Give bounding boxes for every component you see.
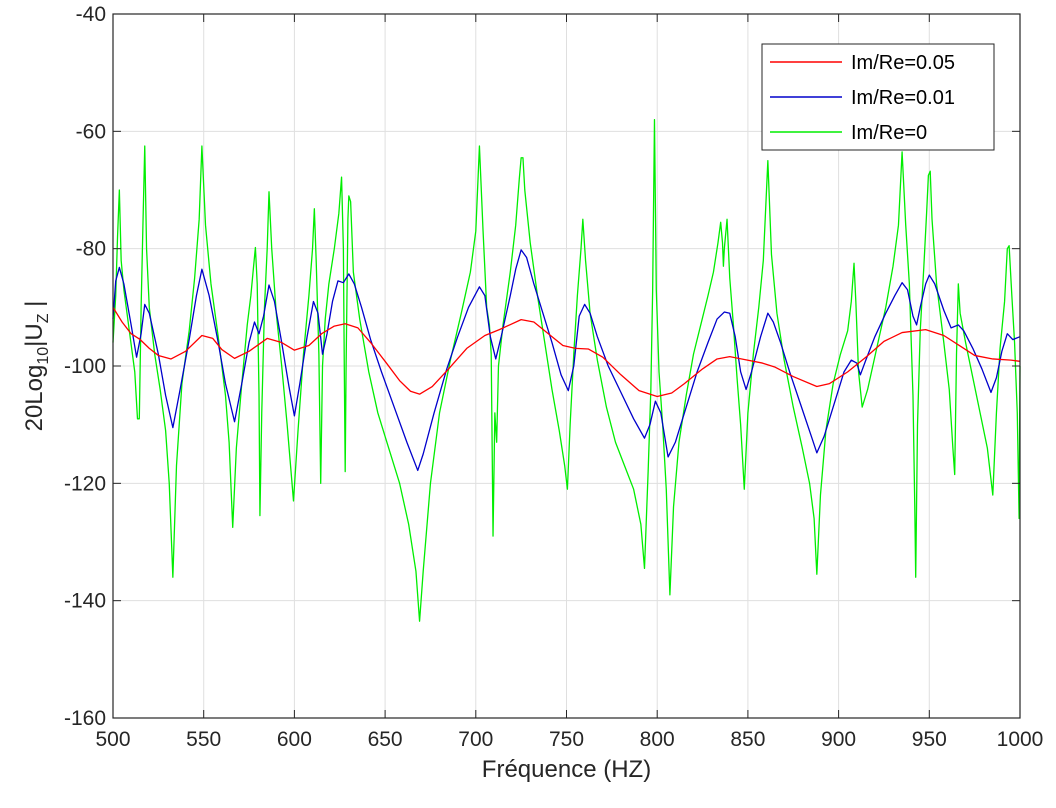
x-tick-label: 500: [95, 728, 130, 751]
axis-ticks: [112, 13, 1021, 719]
x-axis-label: Fréquence (HZ): [482, 756, 651, 783]
y-tick-label: -60: [76, 120, 106, 143]
x-tick-label: 700: [458, 728, 493, 751]
x-tick-label: 600: [277, 728, 312, 751]
x-tick-label: 750: [549, 728, 584, 751]
legend-label-im-re-0: Im/Re=0: [851, 122, 927, 144]
y-tick-label: -120: [64, 472, 106, 495]
y-tick-label: -80: [76, 238, 106, 261]
legend: Im/Re=0.05 Im/Re=0.01 Im/Re=0: [761, 43, 995, 151]
y-tick-label: -100: [64, 355, 106, 378]
x-tick-label: 800: [640, 728, 675, 751]
y-tick-label: -40: [76, 3, 106, 26]
y-tick-label: -160: [64, 707, 106, 730]
y-label-mid: |U: [21, 323, 48, 347]
x-tick-label: 950: [912, 728, 947, 751]
series-line-im-re-0-05: [112, 306, 1021, 398]
y-label-sub1: 10: [35, 347, 52, 365]
x-tick-label: 650: [368, 728, 403, 751]
x-tick-label: 1000: [997, 728, 1044, 751]
x-tick-label: 550: [186, 728, 221, 751]
legend-label-im-re-0-01: Im/Re=0.01: [851, 87, 955, 109]
y-tick-label: -140: [64, 590, 106, 613]
series-line-im-re-0-01: [112, 249, 1021, 472]
y-label-prefix: 20Log: [21, 365, 48, 432]
tick-labels: 500 550 600 650 700 750 800 850 900 950 1000 -40 -60…: [64, 3, 1043, 751]
y-label-sub2: Z: [35, 313, 52, 323]
y-axis-label: 20Log10|UZ |: [21, 301, 52, 432]
y-label-suffix: |: [21, 301, 48, 314]
legend-label-im-re-0-05: Im/Re=0.05: [851, 52, 955, 74]
series-layer: [112, 118, 1021, 622]
series-line-im-re-0: [112, 118, 1021, 622]
x-tick-label: 900: [821, 728, 856, 751]
x-tick-label: 850: [730, 728, 765, 751]
